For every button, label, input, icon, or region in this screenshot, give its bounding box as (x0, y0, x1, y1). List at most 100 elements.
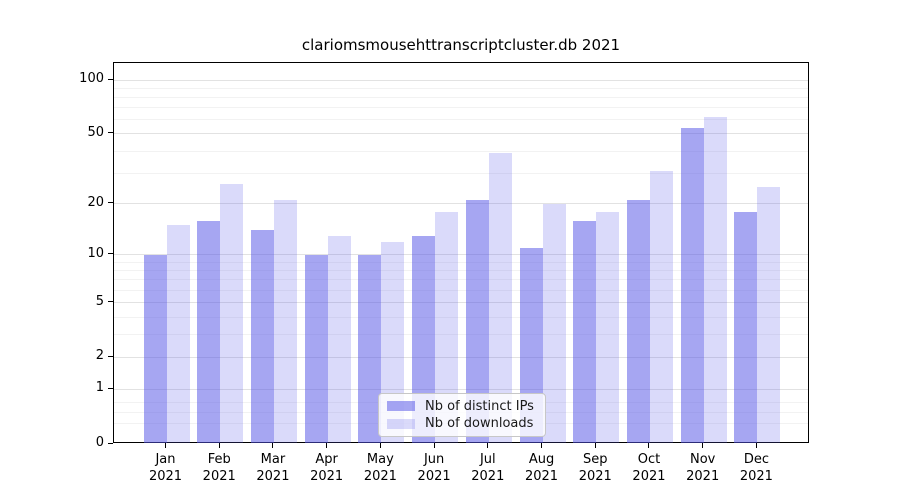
y-tick-mark (108, 202, 113, 204)
gridline-major (114, 302, 808, 304)
bar-downloads (273, 200, 297, 443)
x-tick-mark (272, 443, 274, 448)
x-tick-mark (594, 443, 596, 448)
x-tick-year: 2021 (524, 469, 559, 484)
x-tick-label: Jul 2021 (460, 451, 516, 485)
x-tick-year: 2021 (148, 469, 183, 484)
x-tick-month: Sep (582, 452, 608, 467)
bar-downloads (381, 241, 405, 443)
bar-downloads (435, 211, 459, 443)
x-tick-label: Mar 2021 (245, 451, 301, 485)
y-tick-mark (108, 253, 113, 255)
gridline-minor (114, 87, 808, 89)
y-tick-label: 100 (79, 71, 104, 86)
x-tick-mark (541, 443, 543, 448)
gridline-major (114, 203, 808, 205)
y-tick-label: 5 (95, 293, 104, 309)
x-tick-mark (755, 443, 757, 448)
x-tick-month: Jun (423, 452, 445, 467)
x-tick-mark (326, 443, 328, 448)
y-tick-mark (108, 78, 113, 80)
bar-distinct-ips (304, 254, 328, 443)
x-tick-year: 2021 (256, 469, 290, 484)
x-tick-label: Jun 2021 (406, 451, 462, 485)
legend: Nb of distinct IPs Nb of downloads (378, 393, 546, 437)
y-tick-mark (108, 442, 113, 444)
gridline-minor (114, 107, 808, 109)
x-tick-year: 2021 (310, 469, 344, 484)
gridline-minor (114, 279, 808, 281)
bar-downloads (596, 211, 620, 443)
x-tick-month: Dec (743, 452, 769, 467)
gridline-major (114, 79, 808, 81)
legend-label-distinct-ips: Nb of distinct IPs (425, 398, 534, 414)
bar-distinct-ips (412, 235, 436, 443)
x-tick-year: 2021 (471, 469, 505, 484)
bar-downloads (166, 225, 190, 443)
bar-distinct-ips (680, 127, 704, 443)
x-tick-month: Mar (260, 452, 286, 467)
y-tick-mark (108, 132, 113, 134)
legend-item-distinct-ips: Nb of distinct IPs (387, 399, 537, 414)
x-tick-year: 2021 (578, 469, 612, 484)
x-tick-month: Feb (207, 452, 231, 467)
gridline-minor (114, 270, 808, 272)
x-tick-mark (433, 443, 435, 448)
chart-title: clariomsmousehttranscriptcluster.db 2021 (301, 36, 621, 54)
bar-downloads (488, 153, 512, 443)
y-tick-label: 1 (95, 380, 104, 396)
bar-distinct-ips (197, 220, 221, 443)
x-tick-label: Oct 2021 (621, 451, 677, 485)
bar-downloads (220, 184, 244, 443)
y-tick-label: 0 (95, 435, 104, 450)
bar-distinct-ips (358, 254, 382, 443)
x-tick-label: Nov 2021 (675, 451, 731, 485)
bar-downloads (542, 203, 566, 443)
y-tick-label: 20 (87, 194, 104, 210)
bar-distinct-ips (465, 200, 489, 443)
gridline-minor (114, 290, 808, 292)
bar-distinct-ips (250, 230, 274, 443)
bar-downloads (757, 187, 781, 443)
x-tick-month: Apr (315, 452, 338, 467)
y-tick-mark (108, 301, 113, 303)
bar-distinct-ips (626, 200, 650, 443)
x-tick-mark (218, 443, 220, 448)
plot-area: Nb of distinct IPs Nb of downloads (113, 62, 809, 443)
gridline-minor (114, 150, 808, 152)
legend-swatch-distinct-ips-icon (387, 401, 415, 412)
x-tick-year: 2021 (417, 469, 451, 484)
x-tick-month: Nov (690, 452, 716, 467)
x-tick-year: 2021 (632, 469, 666, 484)
x-tick-label: Dec 2021 (728, 451, 784, 485)
legend-item-downloads: Nb of downloads (387, 416, 537, 431)
x-tick-label: Aug 2021 (514, 451, 570, 485)
gridline-minor (114, 316, 808, 318)
gridline-minor (114, 96, 808, 98)
x-tick-label: Jan 2021 (138, 451, 194, 485)
y-tick-mark (108, 355, 113, 357)
x-tick-year: 2021 (202, 469, 236, 484)
gridline-major (114, 133, 808, 135)
x-tick-label: Sep 2021 (567, 451, 623, 485)
x-tick-mark (648, 443, 650, 448)
gridline-minor (114, 172, 808, 174)
x-tick-month: Oct (637, 452, 661, 467)
bar-downloads (649, 170, 673, 443)
bar-distinct-ips (143, 254, 167, 443)
x-tick-mark (702, 443, 704, 448)
x-tick-year: 2021 (739, 469, 773, 484)
x-tick-label: Apr 2021 (299, 451, 355, 485)
gridline-minor (114, 119, 808, 121)
gridline-minor (114, 261, 808, 263)
x-tick-year: 2021 (686, 469, 720, 484)
gridline-minor (114, 334, 808, 336)
y-tick-mark (108, 387, 113, 389)
x-tick-label: May 2021 (352, 451, 408, 485)
x-tick-year: 2021 (363, 469, 397, 484)
x-tick-month: May (366, 452, 394, 467)
x-tick-mark (165, 443, 166, 448)
x-tick-mark (487, 443, 489, 448)
bar-distinct-ips (734, 211, 758, 443)
